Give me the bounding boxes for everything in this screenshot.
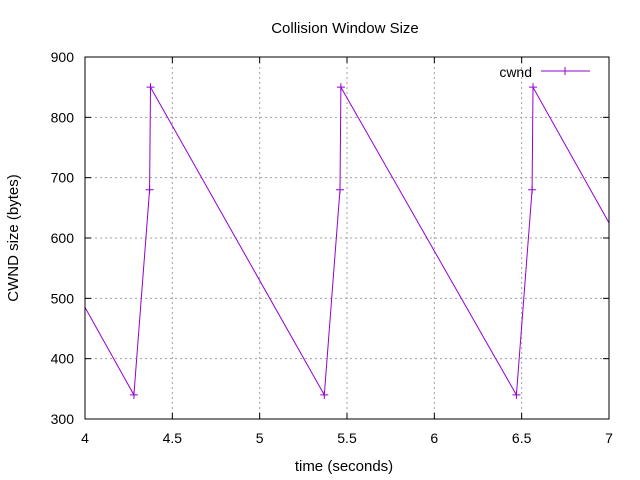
data-point-marker: [336, 83, 345, 92]
axis-ticks: 4 4.5 5 5.5 6 6.5 7 300 400 500 600 700 800 900: [51, 49, 613, 446]
data-point-marker: [528, 185, 537, 194]
data-point-marker: [512, 390, 521, 399]
y-tick-label: 900: [51, 49, 75, 65]
data-point-marker: [129, 390, 138, 399]
x-tick-label: 5.5: [337, 430, 357, 446]
y-tick-label: 700: [51, 170, 75, 186]
x-tick-label: 4: [81, 430, 89, 446]
y-axis-label: CWND size (bytes): [5, 174, 22, 302]
data-point-marker: [146, 83, 155, 92]
x-tick-label: 6.5: [512, 430, 532, 446]
series-layer: [84, 83, 610, 399]
data-point-marker: [529, 83, 538, 92]
x-tick-label: 4.5: [163, 430, 183, 446]
legend: cwnd: [499, 64, 590, 80]
data-point-marker: [320, 390, 329, 399]
data-point-marker: [145, 185, 154, 194]
x-tick-label: 7: [605, 430, 613, 446]
y-tick-label: 800: [51, 109, 75, 125]
y-tick-label: 600: [51, 230, 75, 246]
x-tick-label: 5: [256, 430, 264, 446]
x-axis-label: time (seconds): [295, 458, 393, 475]
chart-title: Collision Window Size: [271, 20, 419, 37]
y-tick-label: 500: [51, 290, 75, 306]
y-tick-label: 300: [51, 411, 75, 427]
data-point-marker: [336, 185, 345, 194]
x-tick-label: 6: [430, 430, 438, 446]
grid: [85, 57, 609, 419]
legend-marker-cwnd: [561, 67, 569, 75]
legend-label-cwnd: cwnd: [499, 64, 532, 80]
y-tick-label: 400: [51, 351, 75, 367]
